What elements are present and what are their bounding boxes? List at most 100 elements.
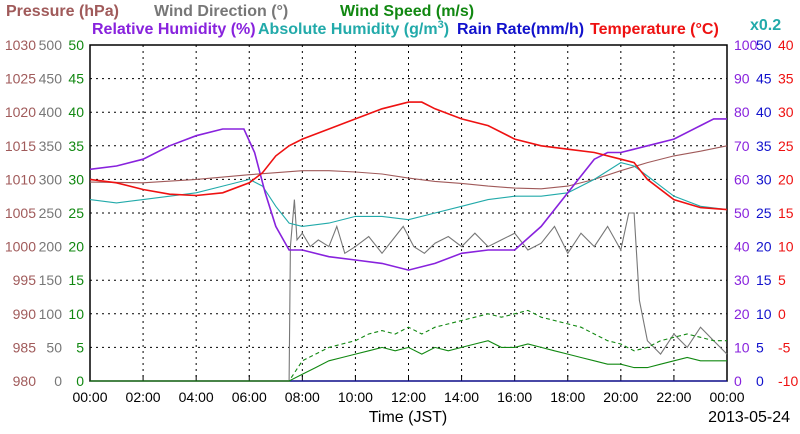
x-tick-label: 12:00 — [391, 389, 426, 405]
humidity-tick-label: 60 — [734, 171, 750, 187]
abs-humidity-sup: 3 — [438, 19, 444, 31]
wind-speed-tick-label: 0 — [76, 373, 84, 389]
x-tick-label: 16:00 — [497, 389, 532, 405]
wind-speed-tick-label: 25 — [68, 205, 84, 221]
abs-humidity-scale-note: x0.2 — [750, 17, 781, 34]
wind-speed-tick-label: 35 — [68, 138, 84, 154]
wind-dir-tick-label: 250 — [39, 205, 63, 221]
temperature-tick-label: 35 — [778, 71, 794, 87]
x-tick-label: 14:00 — [444, 389, 479, 405]
temperature-tick-label: 0 — [778, 306, 786, 322]
temperature-tick-label: 20 — [778, 171, 794, 187]
humidity-tick-label: 40 — [734, 239, 750, 255]
humidity-tick-label: 70 — [734, 138, 750, 154]
humidity-tick-label: 20 — [734, 306, 750, 322]
legend-pressure: Pressure (hPa) — [6, 3, 119, 20]
x-tick-label: 20:00 — [603, 389, 638, 405]
wind-dir-tick-label: 150 — [39, 272, 63, 288]
x-tick-label: 10:00 — [338, 389, 373, 405]
pressure-tick-label: 1005 — [5, 205, 36, 221]
x-tick-label: 02:00 — [126, 389, 161, 405]
legend-wind-speed: Wind Speed (m/s) — [340, 3, 474, 20]
temperature-tick-label: 5 — [778, 272, 786, 288]
humidity-tick-label: 90 — [734, 71, 750, 87]
x-tick-label: 06:00 — [232, 389, 267, 405]
pressure-tick-label: 1030 — [5, 37, 36, 53]
humidity-tick-label: 80 — [734, 104, 750, 120]
wind-dir-tick-label: 100 — [39, 306, 63, 322]
legend-rain-rate: Rain Rate(mm/h) — [457, 21, 584, 38]
temperature-tick-label: -5 — [778, 339, 791, 355]
temperature-tick-label: 10 — [778, 239, 794, 255]
x-tick-label: 22:00 — [656, 389, 691, 405]
legend-temperature: Temperature (°C) — [590, 21, 719, 38]
wind-dir-tick-label: 0 — [54, 373, 62, 389]
wind-dir-tick-label: 300 — [39, 171, 63, 187]
wind-speed-tick-label: 5 — [76, 339, 84, 355]
humidity-tick-label: 30 — [734, 272, 750, 288]
pressure-tick-label: 990 — [13, 306, 37, 322]
temperature-tick-label: 15 — [778, 205, 794, 221]
series-wind-speed-gust — [90, 309, 727, 382]
rain-rate-tick-label: 50 — [756, 37, 772, 53]
humidity-tick-label: 50 — [734, 205, 750, 221]
right-axes: 0 10 20 30 40 50 60 70 80 90 100 0 5 10 15 20 25 30 35 40 45… — [734, 37, 798, 389]
series-relative-humidity — [89, 118, 727, 271]
left-axes: 9809859909951000100510101015102010251030… — [5, 37, 84, 389]
rain-rate-tick-label: 10 — [756, 306, 772, 322]
wind-dir-tick-label: 350 — [39, 138, 63, 154]
pressure-tick-label: 980 — [13, 373, 37, 389]
series-wind-direction — [90, 199, 728, 382]
legend-relative-humidity: Relative Humidity (%) — [92, 21, 256, 38]
temperature-tick-label: 25 — [778, 138, 794, 154]
rain-rate-tick-label: 15 — [756, 272, 772, 288]
wind-speed-tick-label: 45 — [68, 71, 84, 87]
wind-speed-tick-label: 20 — [68, 239, 84, 255]
x-tick-label: 00:00 — [72, 389, 107, 405]
x-tick-label: 00:00 — [709, 389, 744, 405]
rain-rate-tick-label: 40 — [756, 104, 772, 120]
wind-dir-tick-label: 50 — [46, 339, 62, 355]
pressure-tick-label: 985 — [13, 339, 37, 355]
rain-rate-tick-label: 0 — [756, 373, 764, 389]
wind-dir-tick-label: 500 — [39, 37, 63, 53]
x-axis-label: Time (JST) — [369, 409, 448, 426]
wind-dir-tick-label: 400 — [39, 104, 63, 120]
pressure-tick-label: 1000 — [5, 239, 36, 255]
wind-speed-tick-label: 40 — [68, 104, 84, 120]
temperature-tick-label: 30 — [778, 104, 794, 120]
legend-wind-direction: Wind Direction (°) — [154, 3, 288, 20]
series-pressure — [89, 145, 728, 190]
pressure-tick-label: 1025 — [5, 71, 36, 87]
pressure-tick-label: 1015 — [5, 138, 36, 154]
rain-rate-tick-label: 5 — [756, 339, 764, 355]
wind-speed-tick-label: 10 — [68, 306, 84, 322]
x-axis: 00:00 02:00 04:00 06:00 08:00 10:00 12:00 14:00… — [72, 375, 745, 405]
abs-humidity-end: ) — [444, 21, 449, 38]
rain-rate-tick-label: 20 — [756, 239, 772, 255]
temperature-tick-label: -10 — [778, 373, 798, 389]
series-group — [89, 101, 728, 382]
abs-humidity-label: Absolute Humidity (g/m — [258, 21, 438, 38]
wind-speed-tick-label: 15 — [68, 272, 84, 288]
rain-rate-tick-label: 30 — [756, 171, 772, 187]
grid — [90, 45, 727, 381]
wind-dir-tick-label: 200 — [39, 239, 63, 255]
series-temperature — [89, 101, 728, 211]
wind-dir-tick-label: 450 — [39, 71, 63, 87]
pressure-tick-label: 1010 — [5, 171, 36, 187]
series-wind-speed — [90, 340, 727, 382]
temperature-tick-label: 40 — [778, 37, 794, 53]
humidity-tick-label: 10 — [734, 339, 750, 355]
pressure-tick-label: 1020 — [5, 104, 36, 120]
humidity-tick-label: 100 — [734, 37, 758, 53]
rain-rate-tick-label: 25 — [756, 205, 772, 221]
rain-rate-tick-label: 45 — [756, 71, 772, 87]
x-tick-label: 18:00 — [550, 389, 585, 405]
x-tick-label: 04:00 — [179, 389, 214, 405]
x-tick-label: 08:00 — [285, 389, 320, 405]
legend-absolute-humidity: Absolute Humidity (g/m3) — [258, 19, 449, 38]
wind-speed-tick-label: 30 — [68, 171, 84, 187]
pressure-tick-label: 995 — [13, 272, 37, 288]
